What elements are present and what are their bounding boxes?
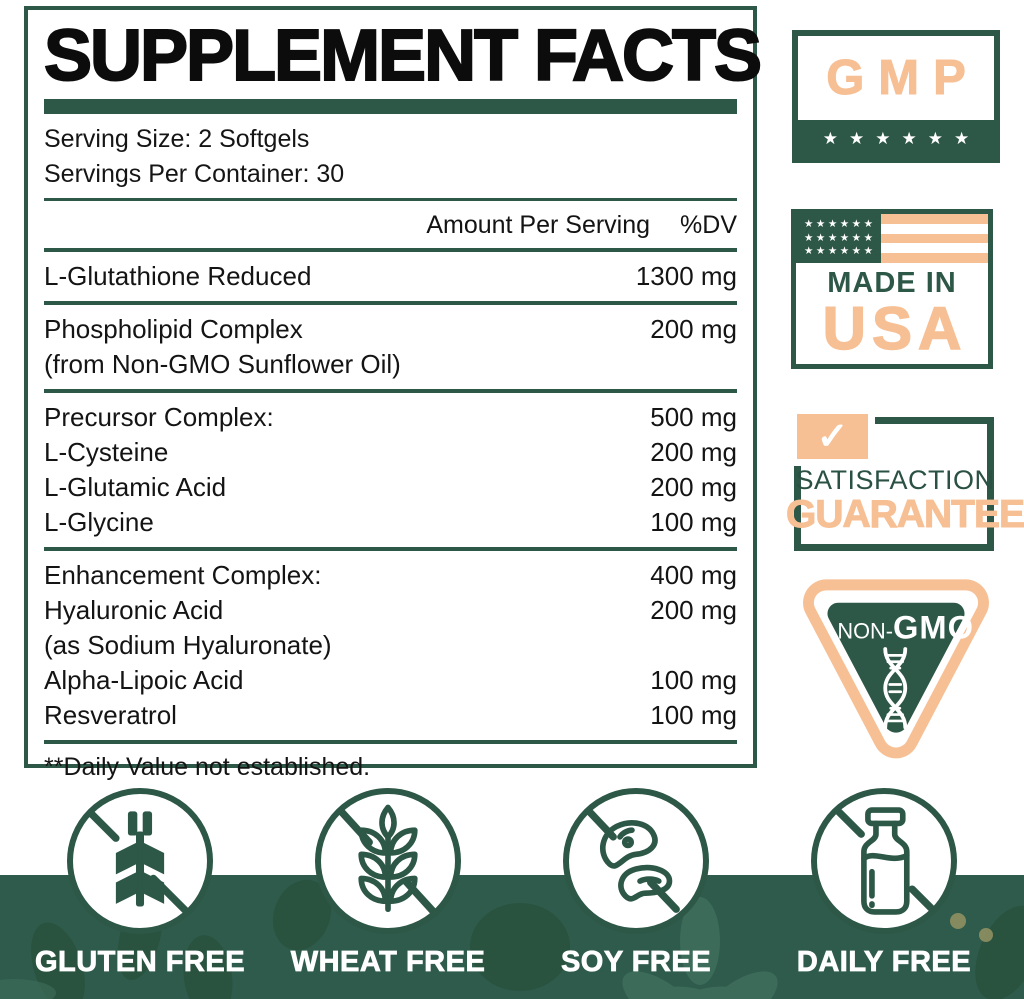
non-text: NON- (837, 618, 893, 643)
gluten-free-label: GLUTEN FREE (34, 946, 246, 979)
ingredient-name: Phospholipid Complex (44, 314, 303, 345)
flag-stripe (881, 243, 988, 254)
serving-size: Serving Size: 2 Softgels (44, 125, 310, 154)
ingredient-row: L-Glycine 100 mg (44, 505, 737, 540)
flag-canton: ★★★★★★ ★★★★★★ ★★★★★★ (796, 214, 881, 263)
dna-icon (883, 647, 908, 730)
non-gmo-triangle-icon: NON- GMO (803, 579, 989, 759)
gmp-label: GMP (826, 51, 980, 106)
ingredient-row: L-Glutamic Acid 200 mg (44, 470, 737, 505)
satisfaction-guarantee-badge: ✓ SATISFACTION GUARANTEE (786, 411, 1024, 561)
ingredient-name: Hyaluronic Acid (44, 595, 224, 626)
wheat-filled-crossed-icon (88, 810, 190, 915)
ingredient-source: (as Sodium Hyaluronate) (44, 630, 332, 661)
divider (44, 198, 737, 202)
ingredient-name: L-Glutathione Reduced (44, 261, 312, 292)
divider (44, 248, 737, 253)
wheat-free-item: WHEAT FREE (272, 788, 504, 979)
ingredient-source: (from Non-GMO Sunflower Oil) (44, 349, 401, 380)
ingredient-subnote: (from Non-GMO Sunflower Oil) (44, 347, 737, 382)
ingredient-name: L-Cysteine (44, 437, 169, 468)
ingredient-row: Resveratrol 100 mg (44, 698, 737, 733)
flag-stars-icon: ★★★★★★ (804, 245, 876, 258)
made-in-usa-badge: ★★★★★★ ★★★★★★ ★★★★★★ MADE IN USA (791, 209, 993, 369)
gmp-badge: GMP ★★★★★★ (792, 30, 1000, 163)
wheat-free-label: WHEAT FREE (290, 946, 486, 979)
flag-stripes (881, 214, 988, 263)
ingredient-name: L-Glycine (44, 507, 154, 538)
table-header: Amount Per Serving %DV (44, 201, 737, 248)
flag-stripe (881, 233, 988, 244)
divider (44, 301, 737, 306)
gluten-free-item: GLUTEN FREE (24, 788, 256, 979)
ingredient-amount: 200 mg (650, 437, 737, 468)
ingredient-section: Phospholipid Complex 200 mg (from Non-GM… (44, 305, 737, 389)
ingredient-amount: 100 mg (650, 700, 737, 731)
ingredient-amount: 500 mg (650, 402, 737, 433)
flag-stripe (881, 223, 988, 234)
usa-text: USA (822, 295, 968, 362)
satisfaction-text: SATISFACTION (795, 465, 995, 495)
dairy-free-circle (811, 788, 957, 934)
divider (44, 740, 737, 745)
checkmark-icon: ✓ (797, 414, 868, 459)
ingredient-row: Hyaluronic Acid 200 mg (44, 593, 737, 628)
page-title: SUPPLEMENT FACTS (43, 16, 763, 96)
ingredient-amount: 200 mg (650, 314, 737, 345)
ingredient-name: Enhancement Complex: (44, 560, 322, 591)
ingredient-amount: 1300 mg (635, 261, 737, 292)
ingredient-amount: 200 mg (650, 472, 737, 503)
non-gmo-badge: NON- GMO (797, 574, 995, 770)
wheat-free-circle (315, 788, 461, 934)
made-in-text: MADE IN (827, 267, 957, 299)
divider (44, 389, 737, 394)
ingredient-name: Resveratrol (44, 700, 177, 731)
badge-frame (794, 417, 994, 551)
servings-per-container: Servings Per Container: 30 (44, 160, 345, 189)
ingredient-row: Precursor Complex: 500 mg (44, 400, 737, 435)
soy-free-circle (563, 788, 709, 934)
gluten-free-circle (67, 788, 213, 934)
ingredient-subnote: (as Sodium Hyaluronate) (44, 628, 737, 663)
ingredient-row: L-Glutathione Reduced 1300 mg (44, 259, 737, 294)
ingredient-amount: 100 mg (650, 665, 737, 696)
milk-bottle-crossed-icon (834, 807, 935, 915)
soy-free-item: SOY FREE (520, 788, 752, 979)
usa-flag-icon: ★★★★★★ ★★★★★★ ★★★★★★ (796, 214, 988, 263)
ingredient-section: Precursor Complex: 500 mg L-Cysteine 200… (44, 393, 737, 547)
soybeans-crossed-icon (586, 809, 680, 913)
ingredient-amount: 200 mg (650, 595, 737, 626)
dv-header: %DV (680, 211, 737, 240)
gmp-stars-icon: ★★★★★★ (798, 120, 994, 157)
flag-stars-icon: ★★★★★★ (804, 231, 876, 244)
flag-stars-icon: ★★★★★★ (804, 218, 876, 231)
wheat-outline-crossed-icon (337, 804, 439, 917)
ingredient-amount: 100 mg (650, 507, 737, 538)
soy-free-label: SOY FREE (560, 946, 712, 979)
ingredient-section: L-Glutathione Reduced 1300 mg (44, 252, 737, 301)
dairy-free-label: DAILY FREE (796, 946, 972, 979)
ingredient-row: Phospholipid Complex 200 mg (44, 312, 737, 347)
dairy-free-item: DAILY FREE (768, 788, 1000, 979)
ingredient-row: L-Cysteine 200 mg (44, 435, 737, 470)
ingredient-row: Enhancement Complex: 400 mg (44, 558, 737, 593)
ingredient-name: L-Glutamic Acid (44, 472, 227, 503)
divider (44, 547, 737, 552)
amount-per-serving-header: Amount Per Serving (426, 211, 651, 240)
gmo-text: GMO (893, 608, 974, 645)
flag-stripe (881, 214, 988, 224)
supplement-facts-panel: SUPPLEMENT FACTS Serving Size: 2 Softgel… (24, 6, 763, 781)
guarantee-text: GUARANTEE (786, 493, 1024, 537)
ingredient-name: Alpha-Lipoic Acid (44, 665, 244, 696)
serving-info: Serving Size: 2 Softgels Servings Per Co… (44, 114, 737, 198)
ingredient-row: Alpha-Lipoic Acid 100 mg (44, 663, 737, 698)
ingredient-amount: 400 mg (650, 560, 737, 591)
ingredient-name: Precursor Complex: (44, 402, 274, 433)
ingredient-section: Enhancement Complex: 400 mg Hyaluronic A… (44, 551, 737, 740)
title-underline-bar (44, 99, 737, 115)
flag-stripe (881, 253, 988, 263)
free-from-row: GLUTEN FREE (24, 788, 1000, 979)
daily-value-footnote: **Daily Value not established. (44, 753, 371, 782)
